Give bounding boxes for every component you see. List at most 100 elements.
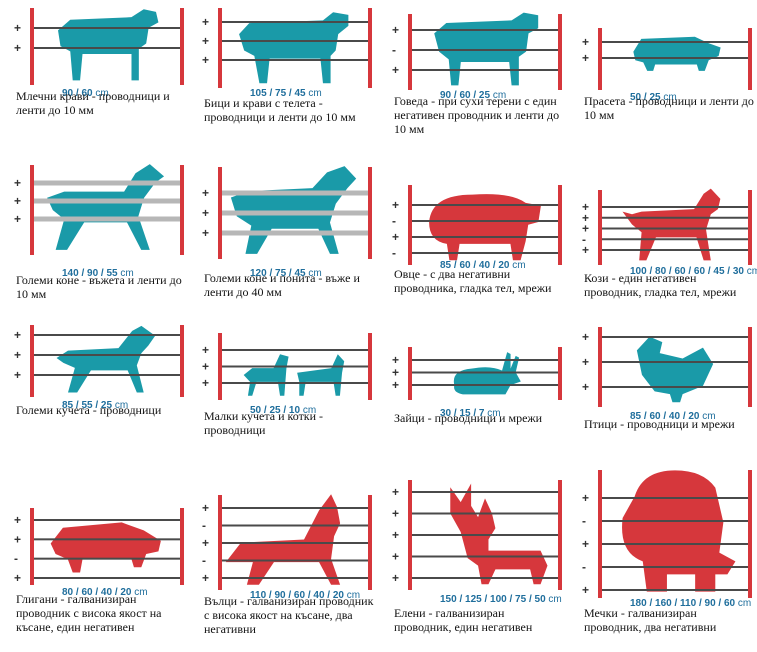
fence-wire: [602, 520, 748, 522]
fence-post-right: [368, 495, 372, 590]
fence-post-left: [218, 495, 222, 590]
positive-sign: +: [392, 378, 399, 392]
heights-unit: cm: [112, 400, 129, 411]
sheep-silhouette-icon: [429, 194, 541, 261]
cell-rabbits: + + +30 / 15 / 7 cm Зайци - проводници и мр…: [390, 305, 579, 468]
animal-caption: Вълци - галванизиран проводник с висока …: [204, 594, 374, 636]
fence-wire: [222, 524, 368, 527]
cell-poultry: + + + 85 / 60 / 40 / 20 cm Птици - проводниц…: [580, 305, 757, 468]
cell-goats: + + + - +100 / 80 / 60 / 60 / 45 / 30 cm Кози…: [580, 155, 757, 318]
positive-sign: +: [14, 21, 21, 35]
positive-sign: +: [202, 15, 209, 29]
heights-unit: cm: [735, 598, 752, 609]
fence-wire: [602, 57, 748, 59]
wire-heights: 150 / 125 / 100 / 75 / 50 cm: [440, 594, 562, 605]
negative-sign: -: [202, 554, 206, 568]
fence-post-left: [30, 508, 34, 585]
fence-post-left: [30, 8, 34, 85]
fence-post-left: [218, 8, 222, 88]
fence-post-right: [180, 508, 184, 585]
fence-post-right: [368, 8, 372, 88]
fence-wire: [412, 555, 558, 558]
positive-sign: +: [392, 366, 399, 380]
animal-caption: Говеда - при сухи терени с един негативе…: [394, 94, 560, 136]
fence-post-right: [368, 333, 372, 400]
fence-wire: [602, 566, 748, 568]
fence-post-right: [748, 28, 752, 90]
wire-heights: 110 / 90 / 60 / 40 / 20 cm: [250, 590, 360, 601]
fence-post-right: [558, 14, 562, 90]
animal-caption: Птици - проводници и мрежи: [584, 417, 735, 431]
fence-post-left: [598, 28, 602, 90]
heights-unit: cm: [545, 594, 562, 605]
positive-sign: +: [582, 491, 589, 505]
fence-diagram: +++-+: [582, 188, 752, 265]
cell-deer: + + + + +150 / 125 / 100 / 75 / 50 cm Елени -…: [390, 450, 579, 634]
positive-sign: +: [14, 513, 21, 527]
fence-wire: [412, 29, 558, 31]
fence-wire: [412, 384, 558, 386]
cell-cattle-dry: + - +90 / 60 / 25 cm Говеда - при сухи тере…: [390, 0, 579, 163]
wolf-silhouette-icon: [225, 494, 341, 585]
wire-heights: 90 / 60 cm: [62, 88, 109, 99]
positive-sign: +: [392, 198, 399, 212]
deer-silhouette-icon: [450, 483, 548, 585]
cell-bears: + - + - +180 / 160 / 110 / 90 / 60 cm Мечки -…: [580, 450, 757, 634]
fence-wire: [412, 49, 558, 51]
fence-post-left: [598, 327, 602, 407]
cell-pigs: + +50 / 25 cm Прасета - проводници и ленти…: [580, 0, 757, 163]
positive-sign: +: [392, 528, 399, 542]
fence-wire: [602, 589, 748, 591]
fence-wire: [412, 491, 558, 493]
fence-wire: [412, 371, 558, 374]
heights-values: 30 / 15 / 7: [440, 408, 485, 419]
animal-caption: Бици и крави с телета - проводници и лен…: [204, 96, 356, 124]
positive-sign: +: [202, 571, 209, 585]
heights-unit: cm: [305, 88, 322, 99]
heights-unit: cm: [699, 411, 716, 422]
positive-sign: +: [14, 194, 21, 208]
fence-wire: [602, 227, 748, 230]
wire-heights: 85 / 60 / 40 / 20 cm: [630, 411, 716, 422]
fence-post-left: [218, 333, 222, 400]
fence-wire: [412, 252, 558, 254]
positive-sign: +: [582, 330, 589, 344]
fence-diagram: + - + -: [392, 185, 562, 265]
fence-post-right: [180, 8, 184, 85]
fence-tape: [222, 230, 368, 236]
wire-heights: 100 / 80 / 60 / 60 / 45 / 30 cm: [630, 266, 757, 277]
fence-post-right: [558, 185, 562, 265]
fence-wire: [602, 497, 748, 499]
negative-sign: -: [582, 514, 586, 528]
wire-heights: 30 / 15 / 7 cm: [440, 408, 501, 419]
fence-tape: [34, 198, 180, 204]
heights-unit: cm: [509, 260, 526, 271]
fence-wire: [602, 543, 748, 545]
positive-sign: +: [392, 353, 399, 367]
fence-wire: [34, 519, 180, 521]
fence-post-right: [180, 165, 184, 255]
fence-wire: [602, 361, 748, 363]
positive-sign: +: [14, 348, 21, 362]
wire-heights: 180 / 160 / 110 / 90 / 60 cm: [630, 598, 751, 609]
bear-silhouette-icon: [622, 470, 736, 592]
fence-wire: [602, 216, 748, 219]
fence-wire: [34, 577, 180, 579]
cow-silhouette-icon: [58, 9, 159, 81]
positive-sign: +: [14, 212, 21, 226]
heights-values: 50 / 25: [630, 92, 661, 103]
positive-sign: +: [392, 571, 399, 585]
fence-diagram: + + +: [582, 327, 752, 407]
heights-unit: cm: [117, 268, 134, 279]
heights-values: 50 / 25 / 10: [250, 405, 301, 416]
positive-sign: +: [392, 63, 399, 77]
wire-heights: 90 / 60 / 25 cm: [440, 90, 506, 101]
positive-sign: +: [202, 536, 209, 550]
positive-sign: +: [582, 583, 589, 597]
positive-sign: +: [14, 532, 21, 546]
negative-sign: -: [582, 560, 586, 574]
wire-heights: 85 / 60 / 40 / 20 cm: [440, 260, 526, 271]
wire-heights: 50 / 25 / 10 cm: [250, 405, 316, 416]
negative-sign: -: [582, 232, 586, 246]
